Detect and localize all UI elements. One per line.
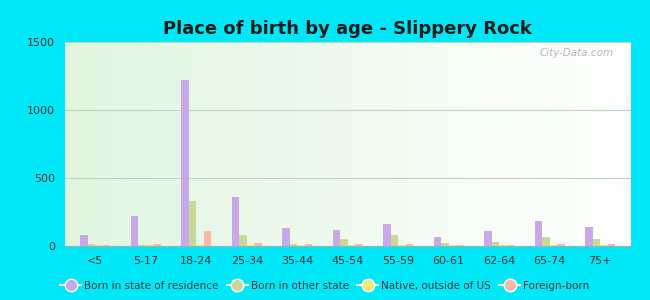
Bar [391,235,398,246]
Text: City-Data.com: City-Data.com [540,48,614,58]
Bar [550,245,557,246]
Bar [305,244,313,246]
Bar [96,245,103,246]
Bar [146,245,153,246]
Bar [181,80,188,246]
Bar [239,235,247,246]
Bar [188,201,196,246]
Bar [290,244,297,246]
Bar [231,197,239,246]
Bar [600,245,608,246]
Bar [484,231,491,246]
Bar [383,224,391,246]
Bar [138,244,146,246]
Bar [608,244,616,246]
Bar [204,231,211,246]
Bar [247,244,254,246]
Bar [333,230,340,246]
Bar [254,243,262,246]
Bar [340,238,348,246]
Bar [507,244,514,246]
Bar [196,245,204,246]
Bar [348,245,356,246]
Bar [499,245,507,246]
Bar [456,244,464,246]
Bar [585,227,593,246]
Bar [448,245,456,246]
Bar [441,243,448,246]
Bar [88,244,96,246]
Bar [131,216,138,246]
Bar [542,237,550,246]
Bar [534,221,542,246]
Bar [153,244,161,246]
Legend: Born in state of residence, Born in other state, Native, outside of US, Foreign-: Born in state of residence, Born in othe… [56,277,594,295]
Bar [282,228,290,246]
Bar [406,244,413,246]
Bar [103,244,111,246]
Bar [557,244,565,246]
Title: Place of birth by age - Slippery Rock: Place of birth by age - Slippery Rock [163,20,532,38]
Bar [356,244,363,246]
Bar [398,245,406,246]
Bar [593,239,600,246]
Bar [80,235,88,246]
Bar [491,242,499,246]
Bar [434,237,441,246]
Bar [297,245,305,246]
